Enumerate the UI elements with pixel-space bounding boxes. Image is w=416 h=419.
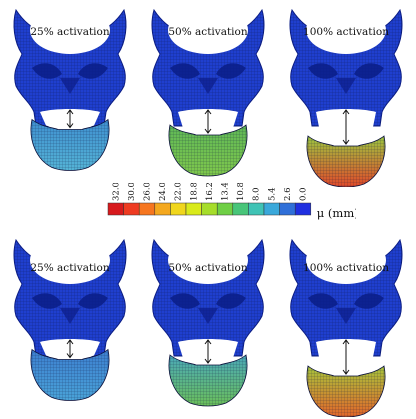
colorbar-tick-label: 2.6 bbox=[283, 187, 293, 201]
panel-top-50: 50% activation bbox=[140, 2, 276, 187]
colorbar-tick-label: 24.0 bbox=[158, 183, 168, 201]
colorbar-tick-label: 13.4 bbox=[221, 183, 231, 201]
colorbar-unit-label: μ (mm) bbox=[317, 206, 356, 220]
panel-top-100: 100% activation bbox=[278, 2, 414, 187]
panel-label: 25% activation bbox=[30, 26, 110, 38]
colorbar-tick-label: 18.8 bbox=[189, 183, 199, 201]
panel-label: 100% activation bbox=[303, 262, 389, 274]
colorbar-segment bbox=[216, 202, 234, 216]
colorbar-tick-label: 8.0 bbox=[252, 187, 262, 201]
colorbar-tick-label: 10.8 bbox=[236, 183, 246, 201]
colorbar-segment bbox=[248, 202, 265, 216]
colorbar-segment bbox=[263, 202, 280, 216]
colorbar-tick-label: 32.0 bbox=[111, 183, 121, 201]
panel-label: 25% activation bbox=[30, 262, 110, 274]
colorbar-segment bbox=[123, 202, 140, 216]
colorbar-scale: 32.0 30.0 26.0 24.0 22.0 18.8 16.2 13.4 10.8 8.0 5… bbox=[107, 182, 359, 220]
colorbar-segment bbox=[107, 202, 124, 216]
panel-label: 50% activation bbox=[168, 26, 248, 38]
colorbar-segment bbox=[170, 202, 187, 216]
colorbar-tick-label: 30.0 bbox=[127, 183, 137, 201]
skull-model-icon bbox=[151, 236, 265, 407]
colorbar-segment bbox=[154, 202, 171, 216]
colorbar-segment bbox=[232, 202, 249, 216]
panel-label: 100% activation bbox=[303, 26, 389, 38]
colorbar-tick-label: 26.0 bbox=[143, 183, 153, 201]
colorbar-segment bbox=[294, 202, 312, 216]
colorbar: 32.0 30.0 26.0 24.0 22.0 18.8 16.2 13.4 10.8 8.0 5… bbox=[106, 182, 359, 233]
skull-model-icon bbox=[289, 6, 403, 187]
colorbar-segment bbox=[138, 202, 156, 216]
skull-model-icon bbox=[289, 236, 403, 417]
colorbar-segment bbox=[185, 202, 202, 216]
panel-bottom-50: 50% activation bbox=[140, 232, 276, 417]
skull-model-icon bbox=[13, 6, 127, 171]
panel-bottom-100: 100% activation bbox=[278, 232, 414, 417]
colorbar-tick-label: 16.2 bbox=[205, 183, 215, 201]
colorbar-tick-label: 5.4 bbox=[267, 187, 277, 201]
panel-bottom-25: 25% activation bbox=[2, 232, 138, 417]
colorbar-tick-label: 0.0 bbox=[299, 187, 309, 201]
colorbar-tick-label: 22.0 bbox=[174, 183, 184, 201]
panel-top-25: 25% activation bbox=[2, 2, 138, 187]
colorbar-segment bbox=[201, 202, 218, 216]
colorbar-segment bbox=[279, 202, 296, 216]
skull-model-icon bbox=[13, 236, 127, 401]
panel-label: 50% activation bbox=[168, 262, 248, 274]
skull-model-icon bbox=[151, 6, 265, 177]
